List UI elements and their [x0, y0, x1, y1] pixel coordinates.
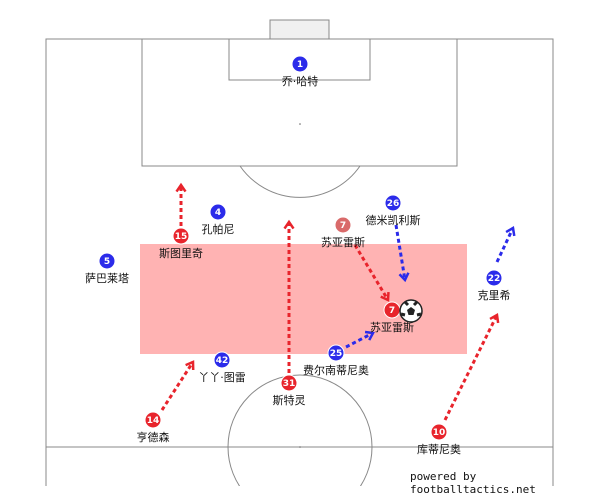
- ball-icon: [399, 299, 423, 323]
- player-name: 乔·哈特: [282, 74, 319, 88]
- penalty-spot: [299, 123, 301, 125]
- player-marker-away[interactable]: 25 费尔南蒂尼奥: [303, 344, 369, 377]
- player-token: [430, 423, 448, 441]
- player-marker-away[interactable]: 26 德米凯利斯: [366, 194, 421, 227]
- player-number: 7: [389, 306, 395, 316]
- player-marker-away[interactable]: 4 孔帕尼: [202, 203, 235, 236]
- player-marker-home[interactable]: 10 库蒂尼奥: [417, 423, 461, 456]
- player-name: 德米凯利斯: [366, 213, 421, 227]
- player-token: [334, 216, 352, 234]
- player-name: 费尔南蒂尼奥: [303, 363, 369, 377]
- player-number: 7: [340, 221, 346, 231]
- player-marker-home-ghost[interactable]: 7 苏亚雷斯: [321, 216, 365, 249]
- player-name: 斯图里奇: [159, 247, 203, 260]
- credit-text: powered by footballtactics.net: [410, 470, 536, 496]
- player-token: [98, 252, 116, 270]
- away-movement-arrow: [495, 225, 516, 263]
- player-name: 克里希: [478, 288, 511, 302]
- player-marker-home[interactable]: 7 苏亚雷斯: [370, 301, 414, 334]
- player-name: 丫丫·图雷: [198, 371, 246, 384]
- player-number: 42: [216, 356, 229, 366]
- player-number: 4: [215, 208, 221, 218]
- player-name: 库蒂尼奥: [417, 442, 461, 456]
- home-movement-arrow: [283, 219, 295, 373]
- player-number: 25: [330, 349, 343, 359]
- home-movement-arrow: [160, 360, 195, 411]
- player-marker-away[interactable]: 1 乔·哈特: [282, 55, 319, 88]
- away-movement-arrow: [394, 224, 410, 283]
- tactics-board: 1 乔·哈特 4 孔帕尼 5 萨巴莱塔 26 德米凯利斯 22 克里希 25 费尔南蒂尼奥 42 丫丫·图…: [45, 19, 554, 486]
- pitch-markings: [45, 19, 554, 486]
- player-name: 孔帕尼: [202, 222, 235, 236]
- player-marker-away[interactable]: 22 克里希: [478, 269, 511, 302]
- player-name: 苏亚雷斯: [321, 236, 365, 249]
- player-token: [280, 374, 298, 392]
- player-token: [209, 203, 227, 221]
- center-spot: [299, 446, 301, 448]
- player-token: [144, 411, 162, 429]
- player-name: 斯特灵: [273, 393, 306, 407]
- player-token: [384, 194, 402, 212]
- player-number: 31: [283, 379, 296, 389]
- player-number: 1: [297, 60, 303, 70]
- player-number: 22: [488, 274, 501, 284]
- player-token: [327, 344, 345, 362]
- highlight-zone: [140, 244, 467, 354]
- player-name: 萨巴莱塔: [85, 272, 129, 285]
- player-marker-away[interactable]: 5 萨巴莱塔: [85, 252, 129, 285]
- player-number: 10: [433, 428, 446, 438]
- player-number: 26: [387, 199, 400, 209]
- home-movement-arrow: [175, 182, 187, 226]
- player-name: 苏亚雷斯: [370, 321, 414, 334]
- player-number: 5: [104, 257, 110, 267]
- player-token: [213, 351, 231, 369]
- goal-area: [228, 38, 371, 81]
- player-marker-home[interactable]: 31 斯特灵: [273, 374, 306, 407]
- player-name: 亨德森: [137, 430, 170, 444]
- center-circle: [227, 374, 373, 486]
- player-number: 14: [147, 416, 160, 426]
- player-marker-home[interactable]: 15 斯图里奇: [159, 227, 203, 260]
- away-movement-arrow: [345, 330, 375, 349]
- player-token: [291, 55, 309, 73]
- penalty-arc: [239, 165, 361, 198]
- home-movement-arrow: [353, 244, 390, 302]
- home-movement-arrow: [443, 313, 500, 421]
- goal: [269, 19, 330, 40]
- player-marker-away[interactable]: 42 丫丫·图雷: [198, 351, 246, 384]
- player-token: [485, 269, 503, 287]
- player-token: [172, 227, 190, 245]
- player-number: 15: [175, 232, 188, 242]
- player-marker-home[interactable]: 14 亨德森: [137, 411, 170, 444]
